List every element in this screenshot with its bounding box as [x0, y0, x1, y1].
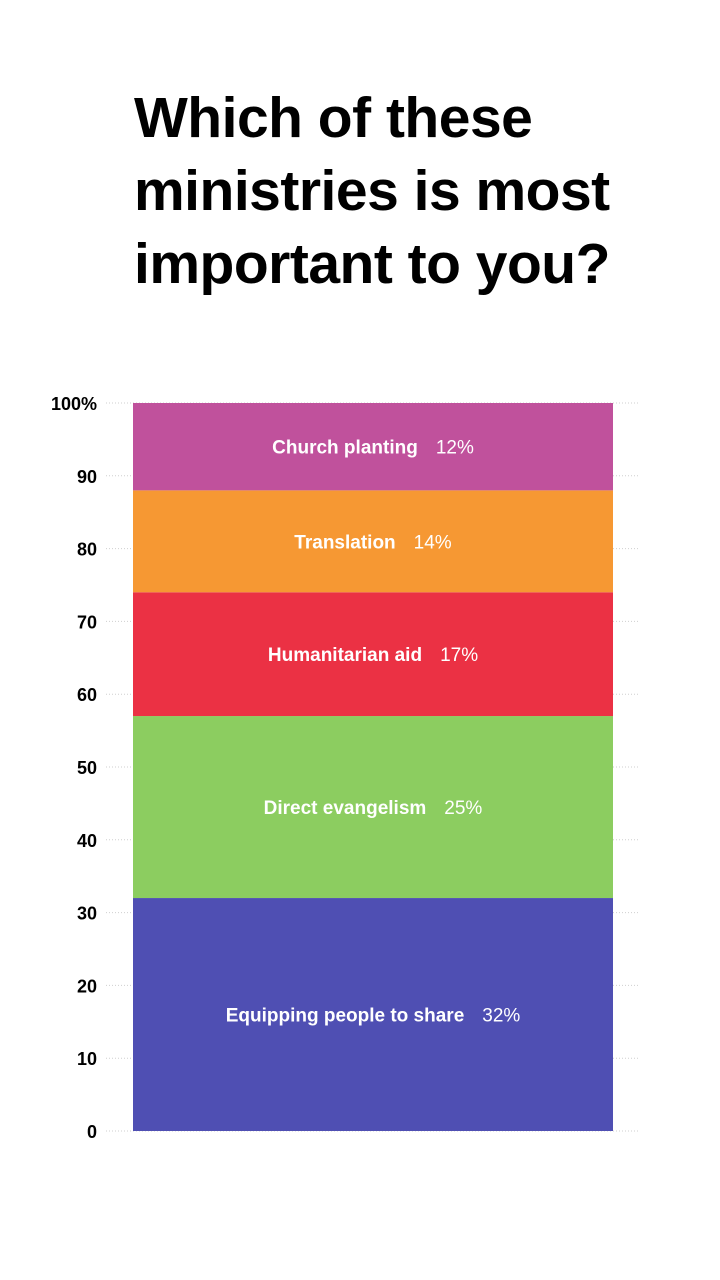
bar-segments	[133, 403, 613, 1131]
segment-name: Church planting	[272, 438, 418, 459]
segment-label: Equipping people to share 32%	[226, 1006, 521, 1027]
bar-segment	[133, 403, 613, 491]
y-tick-label: 10	[77, 1049, 97, 1069]
segment-value: 17%	[440, 645, 478, 666]
segment-label: Church planting 12%	[272, 438, 474, 459]
segment-name: Humanitarian aid	[268, 645, 422, 666]
y-tick-label: 60	[77, 685, 97, 705]
y-tick-label: 30	[77, 904, 97, 924]
segment-name: Translation	[294, 532, 395, 553]
segment-value: 25%	[444, 798, 482, 819]
segment-label: Direct evangelism 25%	[264, 798, 483, 819]
chart-title: Which of these ministries is most import…	[134, 86, 610, 296]
y-tick-label: 40	[77, 831, 97, 851]
segment-value: 14%	[414, 532, 452, 553]
y-tick-label: 50	[77, 758, 97, 778]
segment-name: Direct evangelism	[264, 798, 427, 819]
segment-label: Humanitarian aid 17%	[268, 645, 478, 666]
bar-segment	[133, 716, 613, 899]
segment-name: Equipping people to share	[226, 1006, 465, 1027]
segment-value: 32%	[482, 1006, 520, 1027]
segment-value: 12%	[436, 438, 474, 459]
y-tick-label: 90	[77, 467, 97, 487]
y-tick-label: 20	[77, 976, 97, 996]
y-tick-label: 80	[77, 540, 97, 560]
bar-segment	[133, 898, 613, 1131]
y-tick-label: 0	[87, 1122, 97, 1142]
y-axis-ticks: 0 10 20 30 40 50 60 70 80 90 100%	[51, 394, 97, 1142]
segment-labels: Equipping people to share 32% Direct evang…	[226, 438, 521, 1027]
bar-segment	[133, 592, 613, 717]
y-tick-label: 70	[77, 612, 97, 632]
segment-label: Translation 14%	[294, 532, 451, 553]
bar-segment	[133, 490, 613, 593]
y-tick-label: 100%	[51, 394, 97, 414]
